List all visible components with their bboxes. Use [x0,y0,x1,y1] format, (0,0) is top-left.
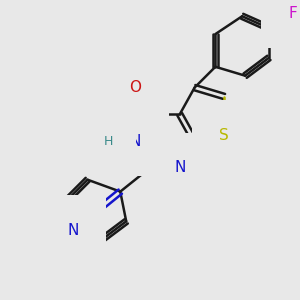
Text: H: H [104,135,113,148]
Text: F: F [288,6,297,21]
Text: S: S [219,128,229,142]
Text: N: N [174,160,185,175]
Text: O: O [129,80,141,95]
Text: N: N [67,223,78,238]
Text: N: N [130,134,141,148]
